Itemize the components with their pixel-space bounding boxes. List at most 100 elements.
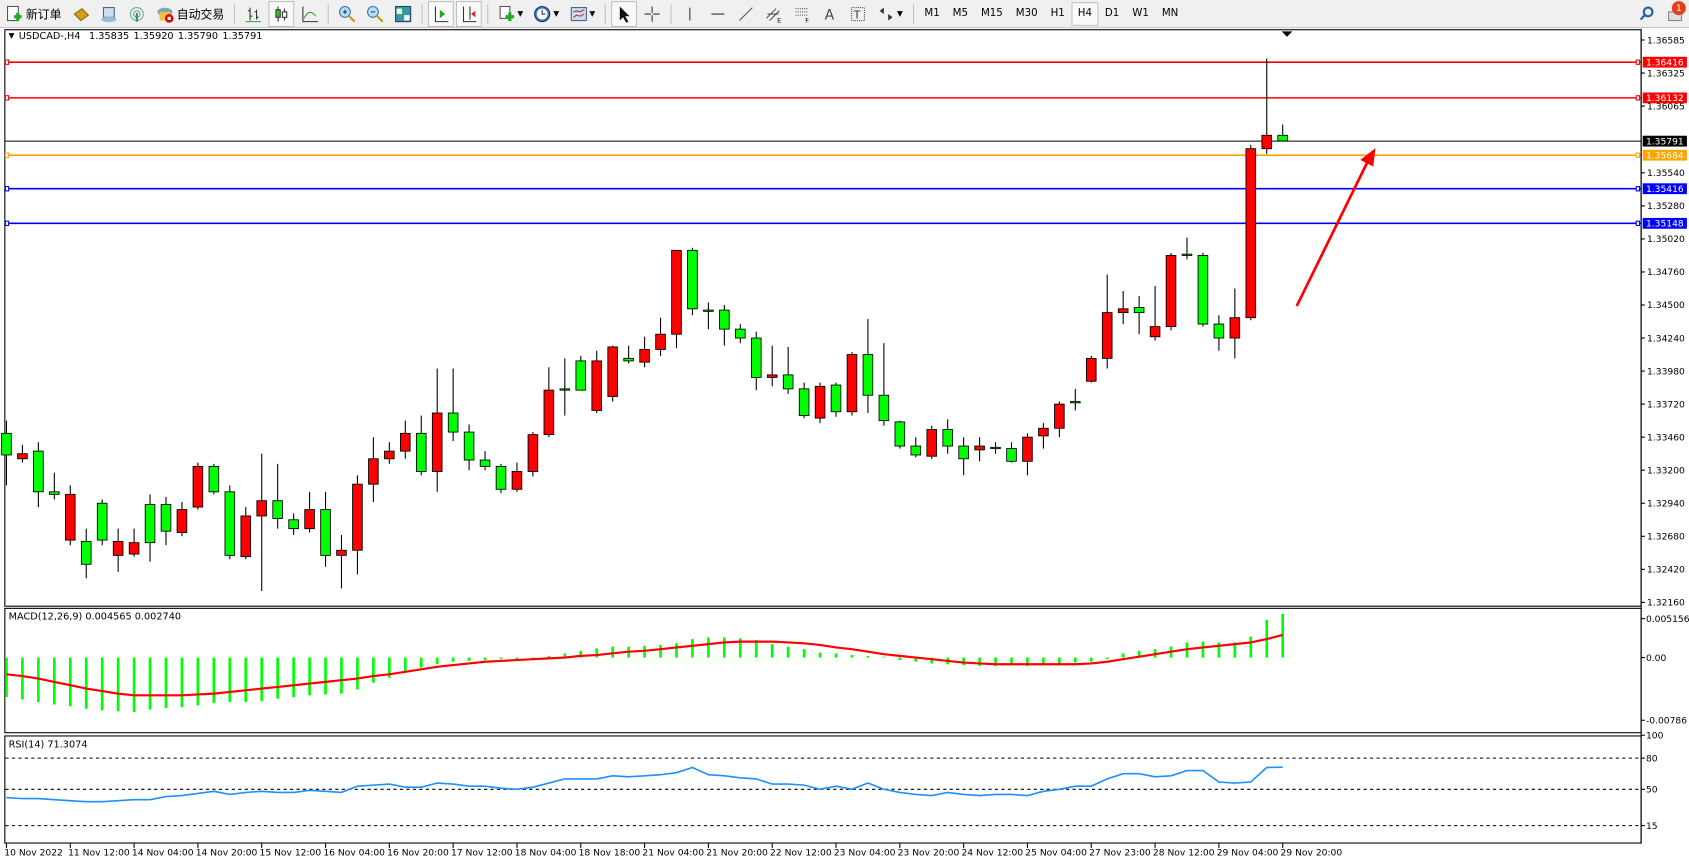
bullish-candle [814, 385, 826, 419]
zoom-in-icon [338, 5, 356, 22]
price-level-tag [1642, 217, 1687, 229]
separator [670, 3, 672, 24]
bullish-candle [128, 542, 140, 555]
bullish-candle [304, 509, 315, 530]
timeframe-m1[interactable]: M1 [924, 7, 940, 20]
timeframe-m30[interactable]: M30 [1015, 7, 1038, 20]
level-anchor-handle[interactable] [1635, 220, 1641, 227]
periods-button[interactable]: ▼ [530, 1, 564, 27]
price-level-value: 1.35791 [1646, 136, 1684, 147]
indicators-button[interactable]: ▼ [494, 1, 528, 27]
templates-button[interactable]: ▼ [566, 1, 600, 27]
auto-trading-label: 自动交易 [176, 7, 225, 22]
trend-arrow[interactable] [1295, 158, 1371, 307]
arrows-button[interactable]: ▼ [873, 1, 907, 27]
bearish-candle [719, 309, 730, 330]
rsi-title: RSI(14) 71.3074 [8, 739, 88, 751]
timeframe-w1[interactable]: W1 [1132, 7, 1149, 20]
zoom-in-button[interactable] [334, 1, 360, 27]
timeframe-h4[interactable]: H4 [1071, 1, 1099, 26]
bullish-candle [1038, 427, 1049, 437]
bearish-candle [1, 432, 12, 456]
bullish-candle [192, 465, 204, 508]
price-tick-label: 1.32680 [1647, 532, 1685, 543]
bearish-candle [750, 337, 762, 378]
bar-chart-button[interactable] [240, 1, 266, 27]
bearish-candle [463, 431, 475, 461]
bearish-candle [447, 412, 459, 433]
fibonacci-icon: F [794, 5, 811, 24]
bearish-candle [144, 504, 156, 544]
zoom-out-button[interactable] [362, 1, 388, 27]
timeframe-m15[interactable]: M15 [980, 7, 1003, 20]
level-anchor-handle[interactable] [1635, 186, 1641, 192]
price-tick-label: 1.33980 [1647, 366, 1685, 377]
trendline-button[interactable] [733, 1, 759, 27]
horizontal-line-icon [709, 5, 726, 22]
signals-button[interactable] [124, 1, 150, 27]
price-level-value: 1.35684 [1646, 150, 1684, 161]
price-tick-label: 1.32160 [1647, 598, 1685, 609]
auto-trading-button[interactable]: 自动交易 [152, 1, 229, 27]
time-label: 29 Nov 04:00 [1217, 847, 1279, 858]
bearish-candle [80, 540, 92, 565]
time-label: 28 Nov 12:00 [1153, 847, 1215, 858]
level-anchor-handle[interactable] [1635, 59, 1641, 65]
level-anchor-handle[interactable] [4, 186, 10, 192]
timeframe-m5[interactable]: M5 [952, 7, 969, 20]
vertical-line-button[interactable] [677, 1, 703, 27]
horizontal-line-button[interactable] [705, 1, 731, 27]
search-button[interactable] [1634, 1, 1660, 27]
auto-scroll-button[interactable] [427, 0, 454, 27]
level-anchor-handle[interactable] [1635, 95, 1641, 101]
tile-windows-button[interactable] [390, 1, 416, 27]
bullish-candle [256, 500, 267, 517]
timeframe-d1[interactable]: D1 [1104, 7, 1120, 20]
bullish-candle [1229, 317, 1241, 339]
bearish-candle [830, 384, 842, 413]
separator [912, 3, 914, 24]
timeframe-h1[interactable]: H1 [1050, 7, 1065, 20]
level-anchor-handle[interactable] [1635, 152, 1641, 158]
crosshair-button[interactable] [639, 1, 665, 27]
cursor-icon [616, 5, 633, 23]
time-label: 18 Nov 18:00 [579, 847, 641, 858]
text-label-icon: T [850, 5, 867, 22]
market-watch-button[interactable] [68, 1, 94, 27]
notifications-button[interactable]: 1 [1662, 0, 1688, 27]
bearish-candle [1277, 134, 1288, 142]
fibonacci-button[interactable]: F [789, 1, 815, 27]
time-label: 24 Nov 12:00 [961, 847, 1023, 858]
text-label-button[interactable]: T [845, 1, 871, 27]
collapse-icon[interactable]: ▼ [8, 31, 15, 41]
time-label: 27 Nov 23:00 [1089, 847, 1151, 858]
time-label: 17 Nov 12:00 [451, 847, 513, 858]
chart-shift-button[interactable] [455, 0, 482, 27]
new-order-button[interactable]: 新订单 [1, 1, 66, 27]
candlestick-button[interactable] [268, 0, 295, 27]
equidistant-channel-button[interactable]: E [761, 1, 787, 27]
bearish-candle [49, 491, 60, 495]
level-anchor-handle[interactable] [4, 95, 10, 101]
chart-canvas[interactable]: 1.36585 1.36325 1.36065 1.35540 1.35280 1.350… [0, 28, 1689, 862]
bearish-candle [208, 465, 220, 493]
separator [604, 3, 606, 24]
time-label: 21 Nov 04:00 [642, 847, 704, 858]
time-label: 14 Nov 20:00 [196, 847, 258, 858]
text-button[interactable]: A [817, 1, 843, 27]
line-chart-button[interactable] [296, 1, 322, 27]
bullish-candle [1054, 403, 1065, 429]
price-tick-label: 1.36325 [1647, 68, 1685, 79]
navigator-button[interactable] [96, 1, 122, 27]
chart-shift-marker-icon[interactable] [1281, 31, 1293, 37]
macd-title: MACD(12,26,9) 0.004565 0.002740 [8, 612, 182, 623]
timeframe-mn[interactable]: MN [1161, 7, 1179, 20]
level-anchor-handle[interactable] [4, 59, 10, 65]
cursor-button[interactable] [611, 0, 638, 27]
level-anchor-handle[interactable] [4, 220, 10, 227]
price-level-tag [1642, 92, 1687, 104]
price-tick-label: 1.36065 [1647, 101, 1685, 112]
time-label: 25 Nov 04:00 [1025, 847, 1087, 858]
bearish-candle [559, 388, 571, 391]
level-anchor-handle[interactable] [4, 152, 10, 158]
